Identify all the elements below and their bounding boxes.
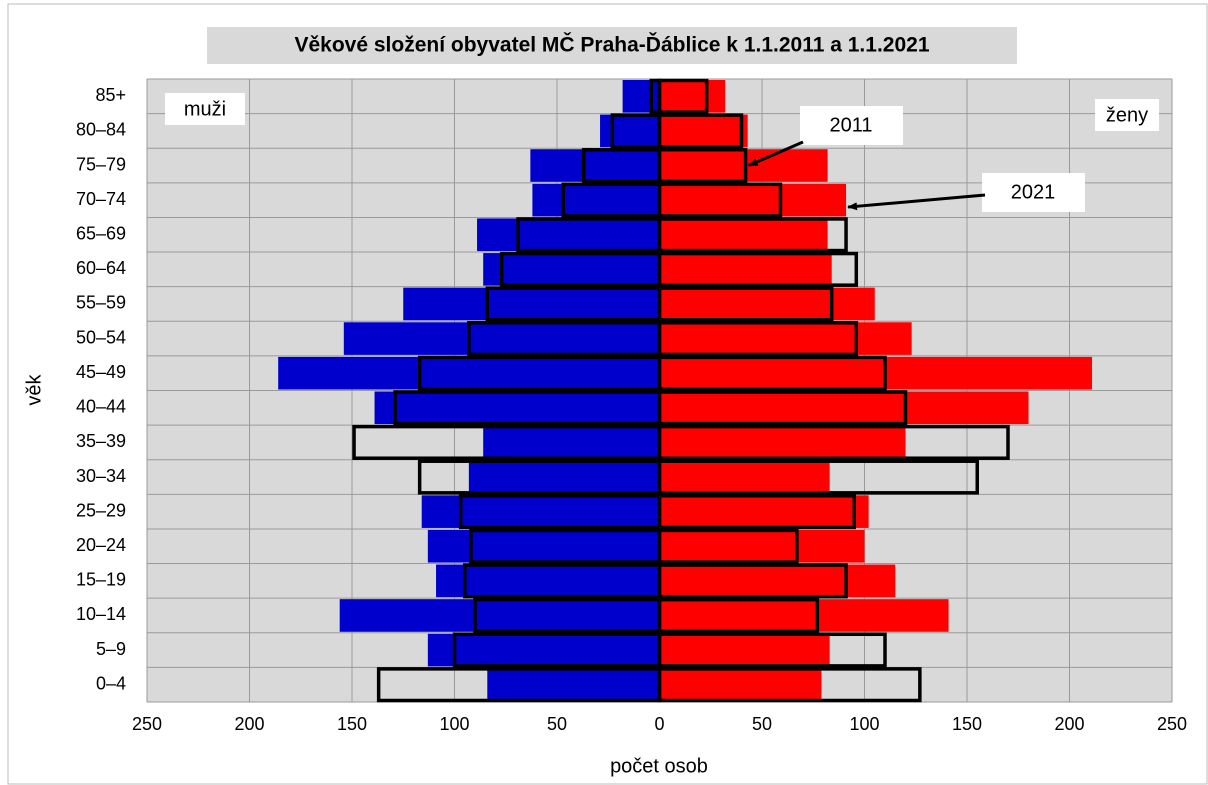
- x-tick-label: 100: [439, 714, 469, 734]
- y-tick-label: 5–9: [96, 639, 126, 659]
- x-tick-label: 200: [234, 714, 264, 734]
- bar: [436, 564, 660, 598]
- bar: [659, 495, 869, 528]
- bar: [659, 114, 748, 148]
- bar: [278, 356, 660, 390]
- annotations: 2011 2021: [747, 106, 1085, 212]
- y-tick-label: 20–24: [76, 535, 126, 555]
- x-tick-label: 250: [1157, 714, 1187, 734]
- callout-box: [800, 106, 903, 145]
- y-tick-label: 65–69: [76, 224, 126, 244]
- bar: [659, 183, 847, 217]
- callout-box: [982, 173, 1085, 212]
- bar: [659, 287, 875, 321]
- y-axis-title: věk: [23, 373, 45, 405]
- y-tick-label: 15–19: [76, 570, 126, 590]
- y-tick-label: 45–49: [76, 362, 126, 382]
- label-box: [1095, 99, 1159, 131]
- bar: [659, 529, 865, 563]
- bar: [659, 599, 949, 632]
- bars: [278, 80, 1093, 701]
- y-tick-label: 10–14: [76, 604, 126, 624]
- callout-label: 2011: [829, 114, 872, 136]
- bar: [659, 218, 828, 252]
- bar: [659, 356, 1093, 390]
- bar: [427, 529, 660, 563]
- callout-arrow: [847, 193, 986, 211]
- bar: [659, 460, 830, 494]
- bar: [659, 633, 830, 667]
- bar: [659, 149, 828, 182]
- y-tick-label: 50–54: [76, 327, 126, 347]
- bar: [659, 564, 896, 598]
- bar: [622, 80, 660, 113]
- y-tick-label: 75–79: [76, 154, 126, 174]
- y-tick-label: 25–29: [76, 500, 126, 520]
- bar: [468, 460, 660, 494]
- y-tick-label: 60–64: [76, 258, 126, 278]
- x-tick-label: 100: [849, 714, 879, 734]
- bar: [530, 149, 660, 182]
- x-axis-title: počet osob: [610, 755, 708, 777]
- callout-arrow: [747, 140, 804, 167]
- y-tick-label: 30–34: [76, 466, 126, 486]
- y-tick-label: 0–4: [96, 673, 126, 693]
- bar: [659, 253, 832, 286]
- series-label: ženy: [1106, 104, 1148, 126]
- y-tick-label: 55–59: [76, 293, 126, 313]
- bar: [421, 495, 660, 528]
- bar: [532, 183, 660, 217]
- x-tick-label: 200: [1054, 714, 1084, 734]
- x-tick-label: 150: [337, 714, 367, 734]
- x-tick-label: 0: [654, 714, 664, 734]
- title-box: [207, 27, 1017, 64]
- series-label: muži: [184, 98, 226, 120]
- callout-label: 2021: [1011, 181, 1056, 203]
- bar: [659, 391, 1029, 425]
- bar: [487, 668, 660, 701]
- bar: [343, 322, 660, 355]
- bar: [483, 253, 660, 286]
- bar: [659, 426, 906, 459]
- bar: [600, 114, 660, 148]
- x-tick-label: 50: [547, 714, 567, 734]
- bar: [483, 426, 660, 459]
- x-tick-label: 150: [952, 714, 982, 734]
- y-tick-label: 35–39: [76, 431, 126, 451]
- x-tick-label: 50: [752, 714, 772, 734]
- label-box: [165, 93, 245, 125]
- y-tick-label: 80–84: [76, 120, 126, 140]
- bar: [659, 668, 822, 701]
- bar: [427, 633, 660, 667]
- y-tick-label: 40–44: [76, 397, 126, 417]
- outlines: [352, 78, 1010, 703]
- bar: [659, 322, 912, 355]
- y-tick-label: 70–74: [76, 189, 126, 209]
- bar: [659, 80, 726, 113]
- bar: [339, 599, 660, 632]
- bar: [477, 218, 660, 252]
- chart-title: Věkové složení obyvatel MČ Praha-Ďáblice…: [294, 33, 929, 57]
- bar: [374, 391, 660, 425]
- bar: [403, 287, 660, 321]
- x-tick-label: 250: [132, 714, 162, 734]
- y-tick-label: 85+: [95, 85, 126, 105]
